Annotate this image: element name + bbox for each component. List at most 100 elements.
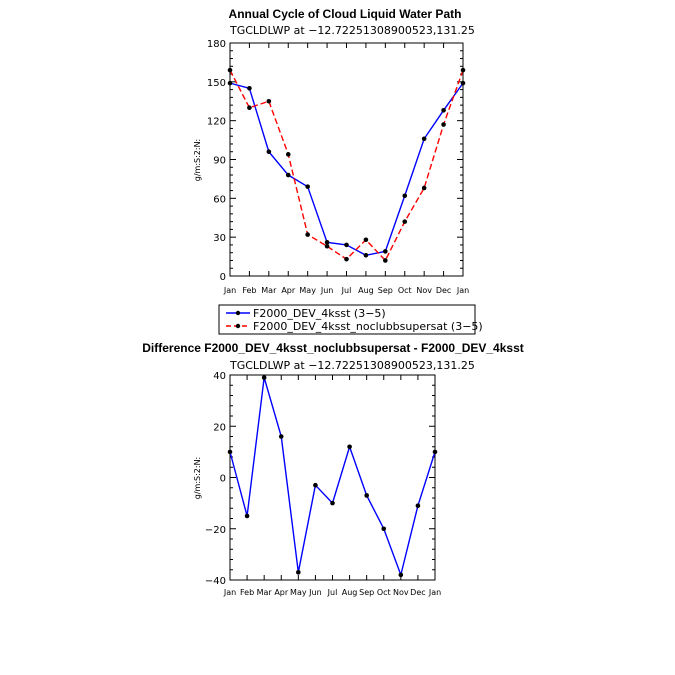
series-0-point bbox=[285, 172, 291, 178]
chart-title: Difference F2000_DEV_4ksst_noclubbsupers… bbox=[142, 341, 524, 355]
legend-box bbox=[218, 304, 476, 335]
y-axis-label: g/m:S:2:N: bbox=[193, 457, 202, 500]
series-0-point bbox=[247, 86, 252, 91]
series-1-point bbox=[344, 256, 349, 262]
y-tick-label: 120 bbox=[207, 117, 226, 128]
x-tick-label: May bbox=[290, 588, 307, 597]
series-1-point bbox=[402, 219, 408, 224]
series-1-point bbox=[305, 232, 310, 237]
series-0-point bbox=[344, 242, 349, 248]
series-1-point bbox=[285, 152, 291, 157]
chart-subtitle: TGCLDLWP at −12.72251308900523,131.25 bbox=[229, 24, 475, 37]
y-tick-label: 150 bbox=[207, 78, 226, 89]
series-0-point bbox=[324, 240, 330, 245]
series-0-point bbox=[261, 375, 267, 380]
x-tick-label: Jul bbox=[341, 286, 352, 295]
series-0-point bbox=[415, 503, 421, 508]
legend-marker-noclubb bbox=[235, 323, 241, 329]
series-0-point bbox=[402, 193, 408, 199]
x-tick-label: Jan bbox=[428, 588, 441, 597]
x-tick-label: Apr bbox=[274, 588, 289, 597]
series-0-point bbox=[330, 500, 335, 506]
x-tick-label: Mar bbox=[261, 286, 277, 295]
x-tick-label: Oct bbox=[398, 286, 412, 295]
y-tick-label: 180 bbox=[207, 39, 226, 50]
y-tick-label: 0 bbox=[220, 474, 226, 485]
x-tick-label: Aug bbox=[358, 286, 374, 295]
axes: 0 30 60 90 120 150 180 Jan Feb Mar Apr May Jun Jul Aug… bbox=[207, 39, 469, 295]
x-tick-label: Feb bbox=[242, 286, 256, 295]
y-axis-label: g/m:S:2:N: bbox=[193, 139, 202, 182]
axes: −40 −20 0 20 40 Jan Feb Mar Apr May Jun Jul Aug Sep Oc… bbox=[205, 371, 441, 597]
series-1-point bbox=[363, 237, 369, 243]
chart-difference: Difference F2000_DEV_4ksst_noclubbsupers… bbox=[142, 341, 524, 597]
plot-area bbox=[227, 375, 438, 578]
x-tick-label: Aug bbox=[342, 588, 358, 597]
legend: F2000_DEV_4ksst (3−5) F2000_DEV_4ksst_no… bbox=[218, 304, 483, 335]
plot-area bbox=[227, 67, 466, 263]
plot-frame bbox=[229, 42, 464, 277]
y-tick-label: 30 bbox=[213, 233, 226, 244]
series-0-point bbox=[244, 513, 250, 519]
y-tick-label: 90 bbox=[213, 156, 226, 167]
x-tick-label: Jul bbox=[327, 588, 338, 597]
y-tick-label: −20 bbox=[205, 525, 226, 536]
chart-subtitle: TGCLDLWP at −12.72251308900523,131.25 bbox=[229, 359, 475, 372]
series-1-point bbox=[324, 243, 330, 249]
series-line-0 bbox=[229, 82, 464, 257]
chart-annual-cycle: Annual Cycle of Cloud Liquid Water Path … bbox=[193, 7, 483, 335]
legend-label-control: F2000_DEV_4ksst (3−5) bbox=[253, 307, 386, 320]
series-0-point bbox=[305, 184, 310, 189]
series-0-point bbox=[460, 80, 466, 86]
series-1-point bbox=[266, 98, 272, 104]
chart-title: Annual Cycle of Cloud Liquid Water Path bbox=[229, 7, 462, 21]
series-1-point bbox=[441, 122, 446, 127]
series-0-point bbox=[398, 572, 404, 578]
series-0-point bbox=[227, 449, 233, 455]
series-line-0 bbox=[229, 377, 436, 578]
series-0-point bbox=[383, 249, 388, 254]
x-tick-label: Sep bbox=[378, 286, 393, 295]
series-line-1 bbox=[229, 69, 464, 262]
x-tick-label: Dec bbox=[436, 286, 451, 295]
series-0-point bbox=[266, 149, 272, 155]
series-0-point bbox=[441, 108, 446, 113]
series-1-point bbox=[247, 105, 252, 111]
series-0-point bbox=[278, 434, 284, 439]
series-0-point bbox=[313, 482, 318, 488]
x-tick-label: Oct bbox=[377, 588, 391, 597]
series-0-point bbox=[347, 444, 352, 450]
series-0-point bbox=[227, 80, 233, 86]
y-tick-label: 40 bbox=[213, 371, 226, 382]
series-0-point bbox=[363, 252, 369, 258]
x-tick-label: Feb bbox=[240, 588, 254, 597]
legend-marker-control bbox=[235, 310, 241, 316]
x-tick-label: May bbox=[299, 286, 316, 295]
x-tick-label: Jun bbox=[308, 588, 322, 597]
series-0-point bbox=[432, 449, 438, 455]
legend-label-noclubb: F2000_DEV_4ksst_noclubbsupersat (3−5) bbox=[253, 320, 483, 333]
series-0-point bbox=[421, 136, 427, 142]
series-1-point bbox=[421, 185, 427, 191]
y-tick-label: 60 bbox=[213, 194, 226, 205]
x-tick-label: Jun bbox=[320, 286, 334, 295]
x-tick-label: Mar bbox=[257, 588, 273, 597]
series-1-point bbox=[460, 67, 466, 73]
x-tick-label: Apr bbox=[281, 286, 296, 295]
x-tick-label: Jan bbox=[456, 286, 469, 295]
series-0-point bbox=[296, 570, 301, 575]
series-0-point bbox=[381, 526, 387, 532]
x-tick-label: Dec bbox=[410, 588, 425, 597]
y-tick-label: −40 bbox=[205, 576, 226, 587]
y-tick-label: 20 bbox=[213, 422, 226, 433]
x-tick-label: Nov bbox=[416, 286, 432, 295]
x-tick-label: Nov bbox=[393, 588, 409, 597]
x-tick-label: Jan bbox=[223, 588, 236, 597]
series-1-point bbox=[227, 67, 233, 73]
series-1-point bbox=[383, 258, 388, 263]
y-tick-label: 0 bbox=[220, 272, 226, 283]
x-tick-label: Sep bbox=[359, 588, 374, 597]
series-0-point bbox=[364, 493, 369, 498]
x-tick-label: Jan bbox=[223, 286, 236, 295]
